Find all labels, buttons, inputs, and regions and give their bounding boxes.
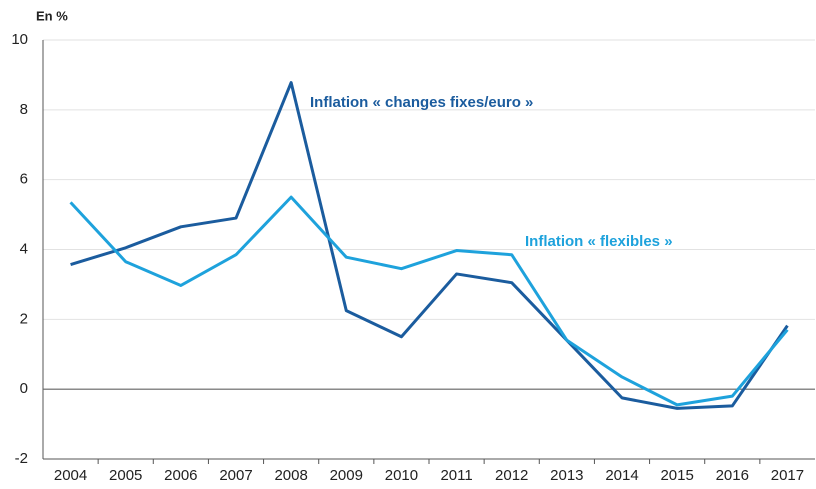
- y-tick-label: 10: [11, 31, 28, 48]
- x-tick-label: 2009: [330, 467, 363, 484]
- x-tick-label: 2015: [660, 467, 693, 484]
- x-tick-label: 2005: [109, 467, 142, 484]
- x-tick-label: 2007: [219, 467, 252, 484]
- y-tick-label: 6: [20, 171, 28, 188]
- x-tick-label: 2013: [550, 467, 583, 484]
- x-tick-label: 2008: [274, 467, 307, 484]
- series-label: Inflation « changes fixes/euro »: [310, 94, 533, 111]
- x-tick-label: 2012: [495, 467, 528, 484]
- y-tick-label: 0: [20, 380, 28, 397]
- x-tick-label: 2006: [164, 467, 197, 484]
- y-tick-label: -2: [15, 450, 28, 467]
- series-label: Inflation « flexibles »: [525, 233, 673, 250]
- x-tick-label: 2004: [54, 467, 87, 484]
- series-line: [69, 195, 789, 407]
- x-tick-label: 2016: [716, 467, 749, 484]
- y-axis-label: En %: [36, 8, 68, 23]
- y-tick-label: 4: [20, 240, 28, 257]
- y-tick-label: 8: [20, 101, 28, 118]
- x-tick-label: 2010: [385, 467, 418, 484]
- series-line: [70, 81, 789, 410]
- x-tick-label: 2011: [440, 467, 472, 484]
- y-tick-label: 2: [20, 310, 28, 327]
- x-tick-label: 2014: [605, 467, 638, 484]
- x-tick-label: 2017: [771, 467, 804, 484]
